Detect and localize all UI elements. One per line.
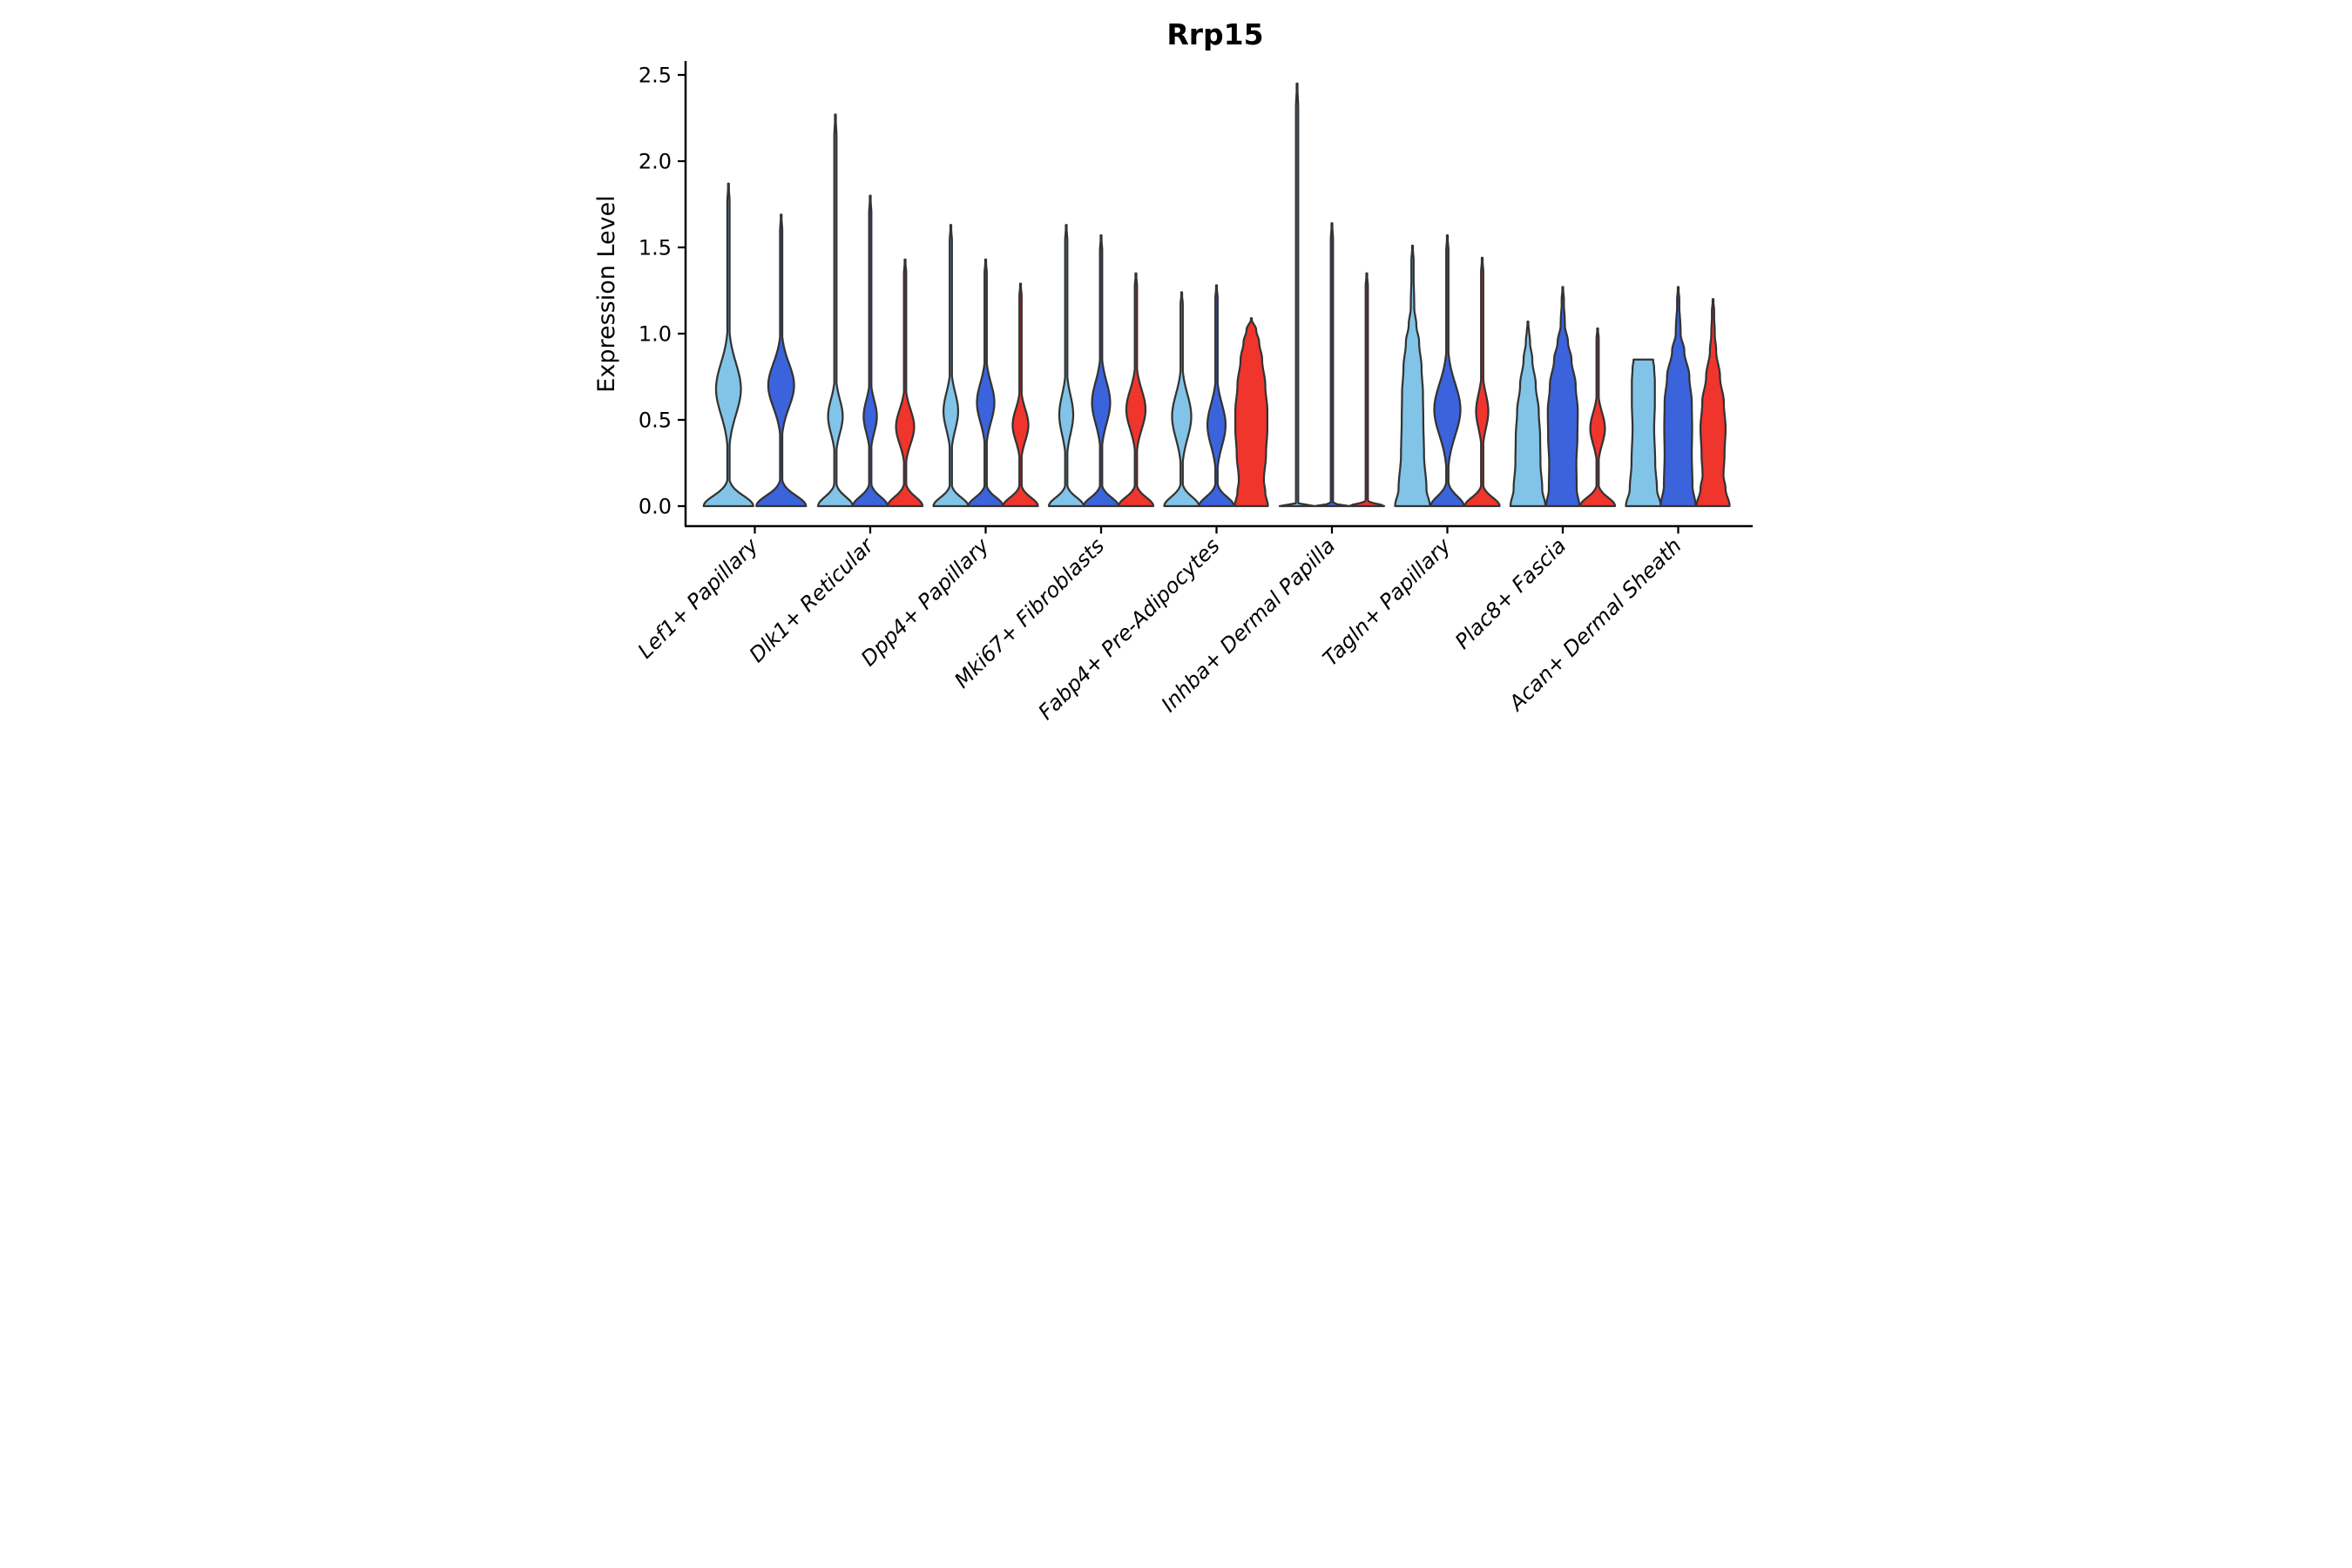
chart-title: Rrp15 bbox=[1166, 17, 1263, 51]
violin-red-3 bbox=[1117, 272, 1155, 508]
violin-blue-8 bbox=[1659, 286, 1697, 508]
x-tick-label-lef1-papillary: Lef1+ Papillary bbox=[633, 533, 764, 664]
violin-blue-5 bbox=[1313, 222, 1351, 508]
violin-figure: Rrp15 Expression Level 0.0 0.5 1.0 1.5 2… bbox=[588, 0, 1764, 784]
violin-red-4 bbox=[1233, 317, 1269, 508]
violin-blue-4 bbox=[1198, 284, 1235, 508]
violins bbox=[702, 82, 1731, 508]
violin-blue-6 bbox=[1429, 234, 1465, 508]
y-tick-label-0.5: 0.5 bbox=[639, 409, 672, 433]
x-tick-label-dpp4-papillary: Dpp4+ Papillary bbox=[856, 533, 994, 671]
violin-red-6 bbox=[1463, 256, 1501, 508]
y-tick-label-1.0: 1.0 bbox=[639, 322, 672, 347]
violin-light_blue-2 bbox=[932, 224, 970, 508]
violin-blue-2 bbox=[967, 258, 1004, 508]
y-tick-label-1.5: 1.5 bbox=[639, 236, 672, 260]
violin-red-2 bbox=[1002, 282, 1039, 508]
y-tick-label-2.5: 2.5 bbox=[639, 64, 672, 88]
violin-red-7 bbox=[1578, 327, 1617, 508]
x-tick-label-fabp4-preadipocytes: Fabp4+ Pre-Adipocytes bbox=[1033, 533, 1224, 724]
violin-blue-3 bbox=[1082, 234, 1120, 508]
violin-light_blue-3 bbox=[1047, 224, 1085, 508]
violin-red-1 bbox=[886, 258, 924, 508]
violin-light_blue-4 bbox=[1163, 291, 1200, 508]
axes bbox=[678, 61, 1753, 534]
x-tick-label-dlk1-reticular: Dlk1+ Reticular bbox=[745, 532, 880, 667]
x-tick-label-tagln-papillary: Tagln+ Papillary bbox=[1318, 533, 1456, 671]
y-axis-label: Expression Level bbox=[593, 195, 620, 392]
violin-blue-0 bbox=[755, 213, 808, 508]
violin-blue-7 bbox=[1544, 286, 1581, 508]
violin-red-5 bbox=[1348, 272, 1386, 508]
violin-plot-svg: Rrp15 Expression Level 0.0 0.5 1.0 1.5 2… bbox=[588, 0, 1764, 784]
y-tick-label-0.0: 0.0 bbox=[639, 495, 672, 519]
violin-light_blue-1 bbox=[816, 113, 855, 508]
y-tick-label-2.0: 2.0 bbox=[639, 150, 672, 174]
violin-light_blue-0 bbox=[702, 182, 754, 508]
violin-light_blue-7 bbox=[1509, 321, 1547, 508]
x-tick-label-plac8-fascia: Plac8+ Fascia bbox=[1450, 533, 1571, 653]
violin-light_blue-5 bbox=[1278, 82, 1316, 508]
violin-blue-1 bbox=[851, 194, 889, 508]
violin-light_blue-8 bbox=[1625, 358, 1662, 508]
violin-light_blue-6 bbox=[1394, 244, 1431, 508]
violin-red-8 bbox=[1695, 298, 1731, 508]
